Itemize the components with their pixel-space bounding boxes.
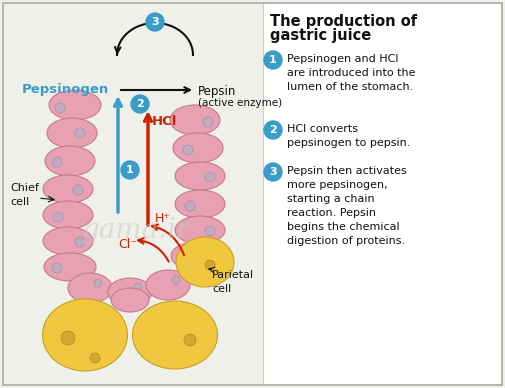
Text: Chief
cell: Chief cell [10, 183, 39, 207]
Circle shape [90, 353, 100, 363]
Ellipse shape [68, 273, 112, 303]
Text: 2: 2 [136, 99, 143, 109]
Circle shape [131, 95, 148, 113]
Ellipse shape [176, 237, 233, 287]
Text: H⁺: H⁺ [155, 211, 171, 225]
Ellipse shape [42, 299, 127, 371]
Circle shape [184, 334, 195, 346]
Ellipse shape [175, 162, 225, 190]
Bar [263, 4, 500, 384]
Circle shape [134, 283, 142, 291]
Circle shape [52, 157, 62, 167]
Circle shape [183, 252, 192, 262]
Text: gama.ir: gama.ir [81, 217, 189, 244]
Circle shape [264, 121, 281, 139]
Circle shape [205, 172, 215, 182]
Ellipse shape [132, 301, 217, 369]
Ellipse shape [44, 253, 96, 281]
Text: Parietal
cell: Parietal cell [212, 270, 254, 294]
Text: Pepsinogen and HCl
are introduced into the
lumen of the stomach.: Pepsinogen and HCl are introduced into t… [286, 54, 415, 92]
Text: The production of: The production of [270, 14, 416, 29]
Ellipse shape [111, 288, 148, 312]
Circle shape [203, 117, 213, 127]
Circle shape [121, 161, 139, 179]
Circle shape [53, 212, 63, 222]
Circle shape [264, 51, 281, 69]
Circle shape [75, 237, 85, 247]
Circle shape [264, 163, 281, 181]
Circle shape [205, 226, 215, 236]
Ellipse shape [171, 242, 221, 270]
Ellipse shape [47, 118, 97, 148]
Circle shape [172, 276, 180, 284]
Text: Pepsin: Pepsin [197, 85, 236, 98]
Circle shape [55, 103, 65, 113]
Ellipse shape [175, 190, 225, 218]
Text: 1: 1 [126, 165, 134, 175]
Circle shape [185, 201, 194, 211]
Circle shape [52, 263, 62, 273]
Ellipse shape [108, 278, 152, 306]
Circle shape [183, 145, 192, 155]
Circle shape [94, 279, 102, 287]
Ellipse shape [49, 90, 101, 120]
Text: Pepsin then activates
more pepsinogen,
starting a chain
reaction. Pepsin
begins : Pepsin then activates more pepsinogen, s… [286, 166, 406, 246]
Circle shape [146, 13, 164, 31]
Ellipse shape [43, 175, 93, 203]
Text: 1: 1 [269, 55, 276, 65]
Ellipse shape [175, 216, 225, 244]
Ellipse shape [170, 105, 220, 135]
Text: HCl: HCl [152, 115, 177, 128]
Ellipse shape [45, 146, 95, 176]
Circle shape [73, 185, 83, 195]
Text: Cl⁻: Cl⁻ [118, 239, 137, 251]
Text: 3: 3 [151, 17, 159, 27]
Text: (active enzyme): (active enzyme) [197, 98, 282, 108]
Text: 3: 3 [269, 167, 276, 177]
Text: gastric juice: gastric juice [270, 28, 371, 43]
Ellipse shape [173, 133, 223, 163]
Ellipse shape [43, 201, 93, 229]
Circle shape [75, 128, 85, 138]
Ellipse shape [146, 270, 189, 300]
Text: 2: 2 [269, 125, 276, 135]
Text: Pepsinogen: Pepsinogen [22, 83, 109, 97]
Ellipse shape [43, 227, 93, 255]
Circle shape [205, 260, 215, 270]
Circle shape [61, 331, 75, 345]
Text: HCl converts
pepsinogen to pepsin.: HCl converts pepsinogen to pepsin. [286, 124, 410, 148]
